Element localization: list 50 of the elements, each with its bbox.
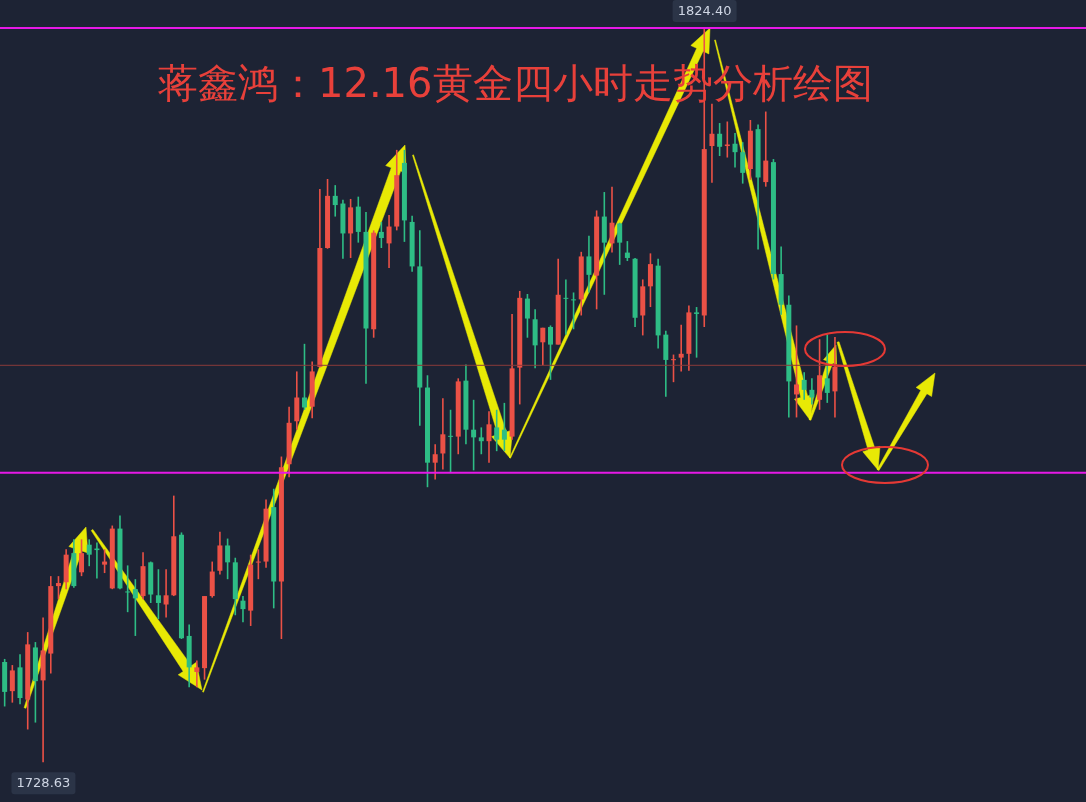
candlestick [824,333,830,404]
candlestick [717,122,723,157]
candlestick [294,370,300,431]
candlestick [563,278,569,336]
candlestick [740,141,746,185]
candlestick [732,132,738,169]
candlestick [194,659,200,689]
candlestick [540,326,546,367]
candlestick [671,353,677,383]
candlestick [794,324,800,419]
candlestick [494,408,500,452]
candlestick [571,291,577,331]
candlestick [471,399,477,472]
candlestick [617,221,623,266]
candlestick [694,306,700,359]
candlestick [486,410,492,464]
candlestick [332,184,338,218]
candlestick [225,537,231,580]
candlestick [79,538,85,577]
candlestick [240,595,246,623]
candlestick [809,377,815,406]
candlestick [478,426,484,456]
candlestick [709,103,715,184]
candlestick [524,293,530,339]
candlestick [501,402,507,452]
candlestick [609,185,615,254]
candlestick [678,323,684,373]
candlestick [801,371,807,401]
candlestick [55,575,61,600]
candlestick [125,564,131,613]
candlestick [440,397,446,471]
candlestick [386,214,392,269]
candlestick [163,568,169,619]
candlestick [102,548,108,574]
candlestick [132,578,138,637]
candlestick [432,443,438,481]
candlestick [647,252,653,308]
candlestick [448,408,454,474]
candlestick [301,343,307,411]
annotation: 1728.63 [16,775,71,791]
candlestick [586,234,592,294]
candlestick [378,221,384,249]
candlestick [255,548,261,580]
candlestick [155,568,161,620]
candlestick [9,664,15,704]
candlestick [763,110,769,188]
candlestick [548,324,553,381]
candlestick [86,538,92,567]
candlestick [624,240,630,262]
annotation: 1824.40 [677,3,732,18]
